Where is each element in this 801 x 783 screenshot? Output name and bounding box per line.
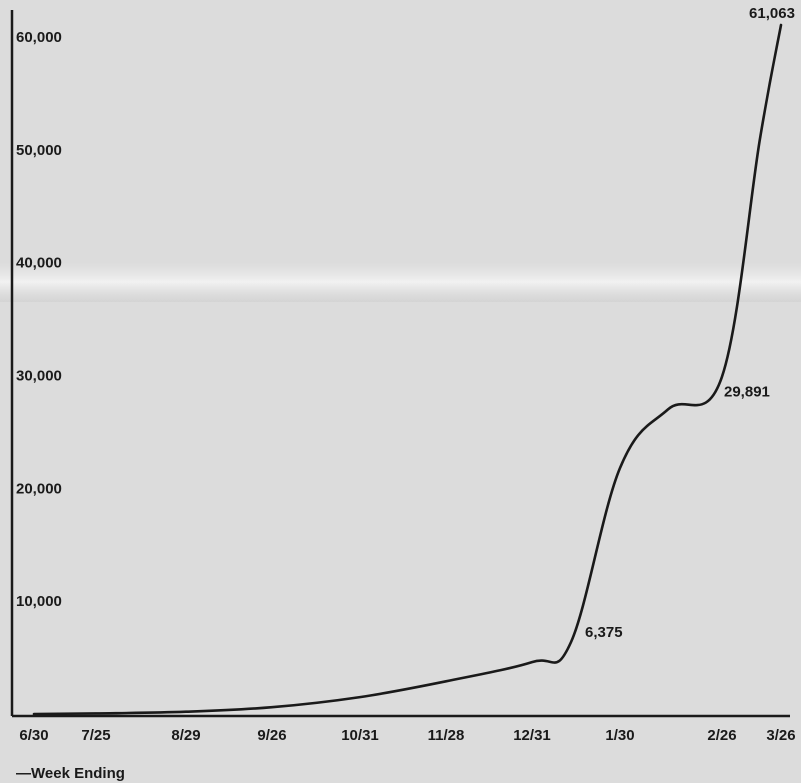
data-label: 29,891 bbox=[724, 384, 770, 401]
x-tick-label: 3/26 bbox=[766, 727, 795, 744]
x-tick-label: 7/25 bbox=[81, 727, 110, 744]
data-label: 61,063 bbox=[749, 5, 795, 22]
x-tick-label: 10/31 bbox=[341, 727, 379, 744]
x-tick-label: 1/30 bbox=[605, 727, 634, 744]
y-tick-label: 20,000 bbox=[16, 480, 62, 497]
x-tick-label: 11/28 bbox=[428, 727, 465, 744]
y-tick-label: 50,000 bbox=[16, 142, 62, 159]
y-tick-label: 60,000 bbox=[16, 29, 62, 46]
x-axis-title: —Week Ending bbox=[16, 765, 125, 782]
paper-fold bbox=[0, 262, 801, 302]
y-tick-label: 30,000 bbox=[16, 368, 62, 385]
x-tick-label: 12/31 bbox=[513, 727, 551, 744]
x-tick-label: 9/26 bbox=[257, 727, 286, 744]
x-tick-label: 8/29 bbox=[171, 727, 200, 744]
y-tick-label: 10,000 bbox=[16, 593, 62, 610]
x-tick-label: 6/30 bbox=[19, 727, 48, 744]
series-line bbox=[32, 23, 783, 716]
y-tick-label: 40,000 bbox=[16, 255, 62, 272]
x-tick-label: 2/26 bbox=[707, 727, 736, 744]
data-label: 6,375 bbox=[585, 624, 623, 641]
